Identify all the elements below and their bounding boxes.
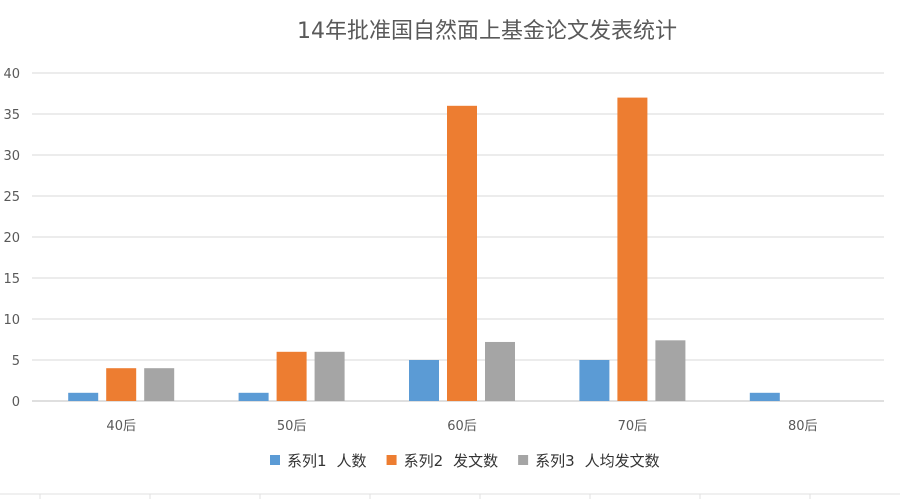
legend-series-name: 系列3: [535, 452, 575, 470]
x-tick-label: 60后: [447, 419, 477, 434]
y-tick-label: 20: [3, 231, 20, 246]
y-tick-label: 30: [3, 149, 20, 164]
legend-swatch: [270, 455, 280, 465]
bar-1: [68, 392, 99, 401]
bar-3: [314, 351, 345, 401]
y-tick-label: 5: [12, 354, 20, 369]
legend: 系列1 人数 系列2 发文数 系列3 人均发文数: [270, 452, 660, 470]
bar-3: [485, 341, 515, 401]
legend-series-name: 系列2: [404, 452, 444, 470]
sheet-gridlines: [0, 493, 900, 499]
y-axis: 0 5 10 15 20 25 30 35 40: [3, 67, 20, 410]
y-tick-label: 10: [3, 313, 20, 328]
chart-title: 14年批准国自然面上基金论文发表统计: [297, 19, 677, 44]
x-tick-label: 70后: [618, 419, 648, 434]
bar-1: [579, 360, 610, 401]
legend-series-name: 系列1: [287, 452, 327, 470]
bar-1: [238, 392, 269, 401]
y-tick-label: 15: [3, 272, 20, 287]
legend-swatch: [386, 455, 397, 465]
bar-1: [749, 392, 780, 401]
bar-3: [655, 340, 686, 401]
bar-2: [617, 97, 648, 401]
bar-2: [276, 351, 307, 401]
bar-2: [447, 105, 477, 402]
legend-series-label: 发文数: [453, 452, 498, 470]
y-tick-label: 40: [3, 67, 20, 82]
x-tick-label: 40后: [106, 419, 136, 434]
x-tick-label: 50后: [277, 419, 307, 434]
x-axis: 40后 50后 60后 70后 80后: [106, 419, 817, 434]
legend-swatch: [518, 455, 529, 465]
bar-2: [106, 368, 137, 401]
x-tick-label: 80后: [788, 419, 818, 434]
legend-series-label: 人均发文数: [585, 452, 660, 470]
y-tick-label: 0: [12, 395, 20, 410]
legend-series-label: 人数: [337, 452, 367, 470]
y-tick-label: 35: [3, 108, 20, 123]
bars: [68, 97, 780, 402]
y-tick-label: 25: [3, 190, 20, 205]
bar-1: [409, 360, 439, 401]
bar-3: [144, 368, 175, 401]
